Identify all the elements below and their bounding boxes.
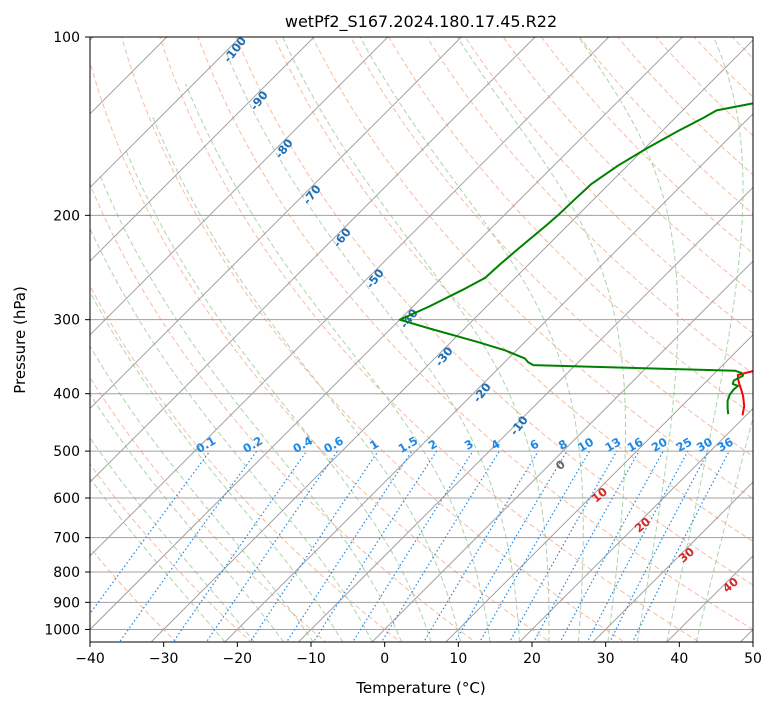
x-tick-label: 0 — [380, 651, 389, 667]
y-tick-label: 500 — [53, 444, 80, 460]
x-axis-title: Temperature (°C) — [355, 679, 485, 697]
y-tick-label: 800 — [53, 565, 80, 581]
x-tick-label: −30 — [149, 651, 179, 667]
x-tick-label: 50 — [744, 651, 762, 667]
chart-title: wetPf2_S167.2024.180.17.45.R22 — [285, 12, 557, 32]
y-tick-label: 600 — [53, 491, 80, 507]
y-tick-label: 700 — [53, 531, 80, 547]
x-tick-label: 20 — [523, 651, 541, 667]
x-tick-label: 40 — [670, 651, 688, 667]
y-axis-title: Pressure (hPa) — [11, 286, 29, 394]
x-tick-label: −20 — [223, 651, 253, 667]
y-tick-label: 400 — [53, 387, 80, 403]
x-tick-label: 30 — [597, 651, 615, 667]
y-tick-label: 200 — [53, 208, 80, 224]
x-tick-label: −10 — [296, 651, 326, 667]
y-tick-label: 100 — [53, 30, 80, 46]
x-tick-label: −40 — [75, 651, 105, 667]
y-tick-label: 300 — [53, 313, 80, 329]
y-tick-label: 1000 — [44, 622, 80, 638]
x-tick-label: 10 — [449, 651, 467, 667]
y-tick-label: 900 — [53, 595, 80, 611]
